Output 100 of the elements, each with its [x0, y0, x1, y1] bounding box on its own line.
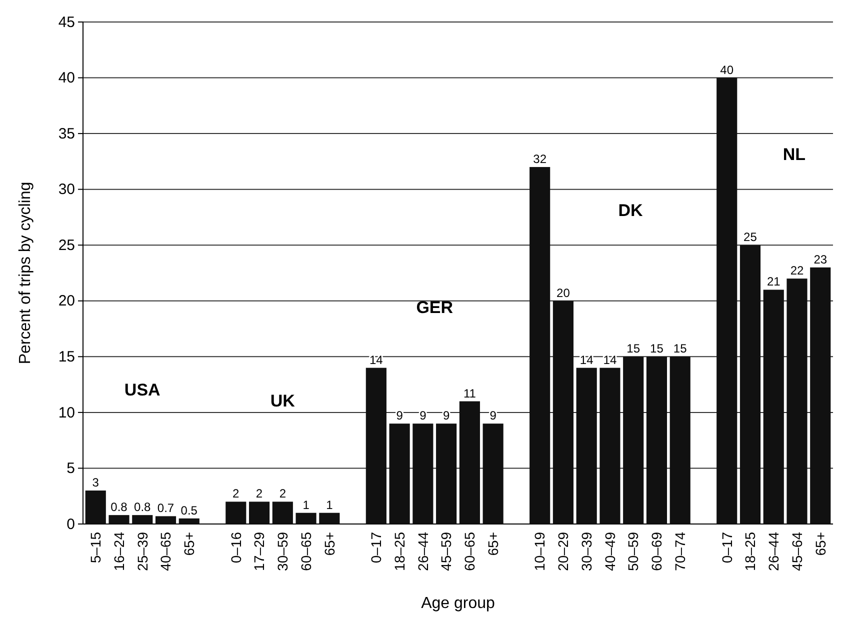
y-tick-label: 10	[58, 404, 75, 422]
data-label: 0.7	[157, 501, 174, 516]
x-tick-label: 65+	[321, 532, 338, 556]
data-label: 9	[396, 408, 404, 423]
bar	[366, 368, 386, 524]
y-tick-label: 20	[58, 292, 75, 310]
data-label: 0.8	[110, 500, 128, 514]
bar	[763, 290, 784, 524]
annotation: DK	[618, 200, 644, 220]
x-tick-label: 65+	[812, 532, 828, 556]
x-tick-label: 60–65	[462, 532, 478, 571]
annotation: GER	[416, 298, 454, 317]
data-label: 9	[490, 408, 497, 423]
x-tick-label: 18–25	[742, 532, 758, 571]
bar	[530, 167, 550, 524]
bar	[412, 424, 434, 524]
x-tick-label: 45–64	[788, 532, 805, 571]
x-tick-label: 30–59	[274, 532, 291, 571]
data-label: 0.8	[134, 500, 152, 514]
bar	[786, 278, 808, 524]
y-tick-label: 35	[58, 125, 75, 142]
x-tick-label: 17–29	[251, 532, 268, 571]
annotation: USA	[124, 380, 160, 400]
data-label: 11	[463, 386, 476, 400]
data-label: 23	[814, 252, 828, 266]
y-tick-label: 45	[58, 14, 75, 31]
data-label: 14	[369, 352, 384, 367]
x-tick-label: 25–39	[134, 532, 150, 571]
x-tick-label: 18–25	[391, 532, 408, 571]
data-label: 3	[92, 476, 100, 490]
bar	[272, 502, 293, 524]
bar	[740, 245, 761, 524]
bar	[226, 502, 246, 524]
data-label: 22	[790, 264, 804, 278]
x-tick-label: 0–17	[718, 532, 735, 564]
x-tick-label: 50–59	[625, 532, 642, 571]
data-label: 1	[302, 498, 310, 512]
data-label: 20	[556, 286, 570, 300]
x-tick-label: 5–15	[88, 532, 104, 564]
bar	[670, 356, 690, 524]
bar	[810, 267, 831, 524]
bar	[482, 424, 504, 524]
bar	[552, 300, 574, 524]
x-tick-label: 0–16	[228, 532, 244, 564]
y-tick-label: 30	[58, 181, 75, 198]
bar	[716, 78, 738, 524]
data-label: 25	[744, 230, 758, 244]
x-tick-label: 26–44	[766, 532, 782, 571]
x-tick-label: 10–19	[532, 532, 548, 571]
x-tick-label: 16–24	[110, 532, 127, 571]
x-tick-label: 30–39	[578, 532, 594, 571]
bar	[178, 518, 200, 524]
data-label: 2	[256, 486, 263, 501]
data-label: 15	[650, 342, 664, 356]
bar	[623, 356, 644, 524]
x-axis-title: Age group	[421, 595, 496, 612]
data-label: 32	[533, 152, 547, 166]
data-label: 9	[442, 408, 450, 423]
bar	[389, 424, 410, 524]
x-tick-label: 65+	[181, 532, 198, 556]
x-tick-label: 70–74	[672, 532, 688, 571]
bar	[459, 401, 480, 524]
data-label: 21	[766, 274, 781, 289]
x-tick-label: 26–44	[414, 532, 431, 571]
bar	[436, 424, 457, 524]
bar	[248, 502, 270, 524]
y-tick-label: 15	[58, 348, 75, 366]
bar	[576, 368, 597, 524]
y-tick-label: 40	[58, 70, 75, 87]
x-tick-label: 40–65	[158, 532, 174, 571]
data-label: 15	[626, 342, 640, 356]
x-tick-label: 40–49	[602, 532, 618, 571]
bar	[296, 512, 316, 524]
bar	[600, 368, 620, 524]
y-tick-label: 25	[58, 236, 75, 254]
data-label: 2	[279, 486, 286, 501]
y-tick-label: 0	[66, 516, 75, 533]
y-axis-title: Percent of trips by cycling	[17, 182, 34, 364]
bar	[319, 512, 340, 524]
x-tick-label: 65+	[484, 532, 501, 556]
bar	[646, 356, 668, 524]
x-tick-label: 60–69	[648, 532, 665, 571]
x-tick-label: 20–29	[555, 532, 572, 571]
x-tick-label: 0–17	[368, 532, 384, 564]
annotation: UK	[270, 392, 296, 411]
data-label: 0.5	[180, 503, 198, 518]
x-tick-label: 60–65	[298, 532, 314, 571]
bar	[85, 490, 106, 524]
data-label: 9	[420, 408, 427, 423]
x-tick-label: 45–59	[438, 532, 454, 571]
data-label: 40	[720, 62, 734, 77]
bar	[155, 516, 176, 524]
data-label: 14	[603, 352, 617, 367]
annotation: NL	[782, 145, 806, 164]
bar	[132, 515, 153, 524]
bar	[108, 515, 130, 524]
y-tick-label: 5	[66, 460, 75, 478]
data-label: 15	[673, 342, 688, 356]
data-label: 2	[232, 486, 240, 501]
data-label: 1	[326, 498, 334, 512]
